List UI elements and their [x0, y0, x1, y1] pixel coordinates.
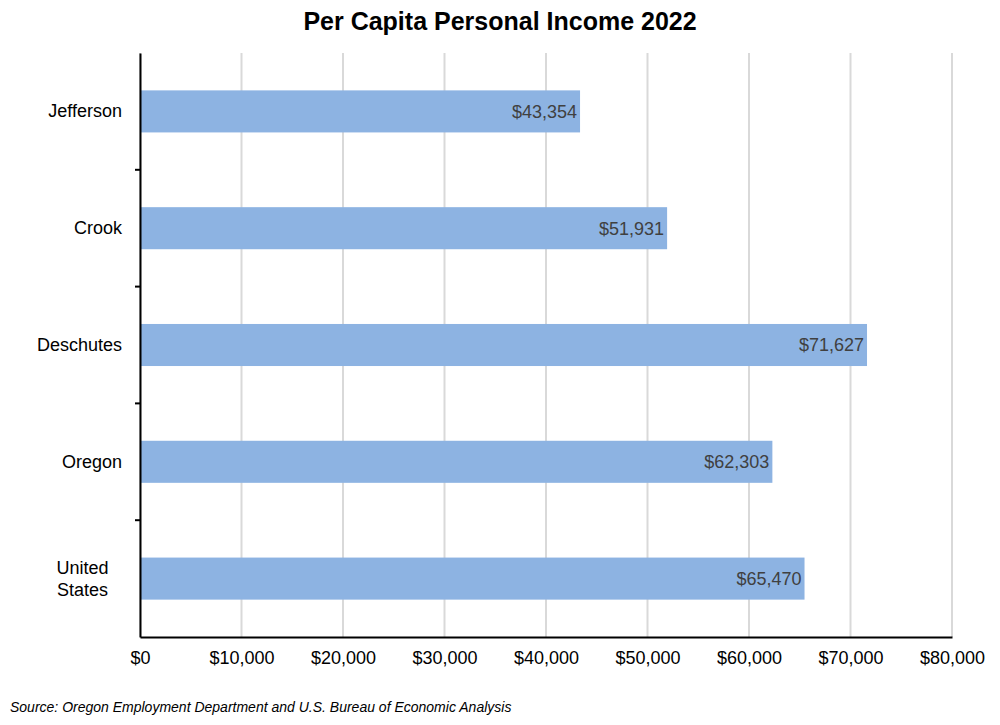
grid-line	[951, 53, 953, 637]
y-tick-label: Deschutes	[37, 335, 122, 355]
x-axis: $0 $10,000 $20,000 $30,000 $40,000 $50,000 $60…	[130, 637, 985, 668]
x-tick: $50,000	[615, 637, 680, 668]
y-tick-label: Jefferson	[48, 101, 122, 121]
y-tick: Oregon	[62, 452, 140, 472]
y-tick-label: Crook	[74, 218, 123, 238]
category-separator	[135, 286, 140, 288]
y-tick: Deschutes	[37, 335, 140, 355]
data-labels: $43,354 $51,931 $71,627 $62,303 $65,470	[512, 102, 864, 589]
x-tick-label: $10,000	[209, 648, 274, 668]
data-label: $65,470	[736, 569, 801, 589]
data-label: $51,931	[599, 219, 664, 239]
y-tick-label: UnitedStates	[56, 558, 108, 600]
bar	[140, 207, 667, 249]
y-axis-line	[140, 54, 142, 638]
x-tick-label: $30,000	[412, 648, 477, 668]
y-axis: Jefferson Crook Deschutes Oregon UnitedState…	[37, 54, 141, 638]
x-tick-label: $0	[130, 648, 150, 668]
chart: $43,354 $51,931 $71,627 $62,303 $65,470 $0 $10…	[0, 0, 1000, 725]
x-tick: $70,000	[818, 637, 883, 668]
bar	[140, 558, 805, 600]
category-separator	[135, 402, 140, 404]
y-tick-label: Oregon	[62, 452, 122, 472]
x-axis-line	[141, 637, 953, 639]
category-separator	[135, 519, 140, 521]
category-separators	[135, 170, 140, 520]
bars	[140, 90, 867, 599]
x-tick: $20,000	[311, 637, 376, 668]
y-tick: Jefferson	[48, 101, 140, 121]
plot: $43,354 $51,931 $71,627 $62,303 $65,470 $0 $10…	[37, 53, 985, 668]
data-label: $43,354	[512, 102, 577, 122]
x-tick: $60,000	[717, 637, 782, 668]
data-label: $62,303	[704, 452, 769, 472]
category-separator	[135, 169, 140, 171]
y-tick: Crook	[74, 218, 140, 238]
grid-line	[139, 53, 141, 637]
x-tick-label: $70,000	[818, 648, 883, 668]
bar	[140, 324, 867, 366]
y-tick: UnitedStates	[56, 558, 140, 600]
x-tick: $40,000	[514, 637, 579, 668]
x-tick-label: $50,000	[615, 648, 680, 668]
bar	[140, 441, 772, 483]
title: Per Capita Personal Income 2022	[303, 7, 696, 35]
x-tick-label: $80,000	[920, 648, 985, 668]
grid	[140, 53, 952, 637]
x-tick: $30,000	[412, 637, 477, 668]
x-tick-label: $60,000	[717, 648, 782, 668]
x-tick-label: $20,000	[311, 648, 376, 668]
source-note: Source: Oregon Employment Department and…	[10, 699, 511, 715]
bar	[140, 90, 580, 132]
x-tick: $10,000	[209, 637, 274, 668]
x-tick-label: $40,000	[514, 648, 579, 668]
x-tick: $80,000	[920, 637, 985, 668]
x-tick: $0	[130, 637, 150, 668]
data-label: $71,627	[799, 335, 864, 355]
